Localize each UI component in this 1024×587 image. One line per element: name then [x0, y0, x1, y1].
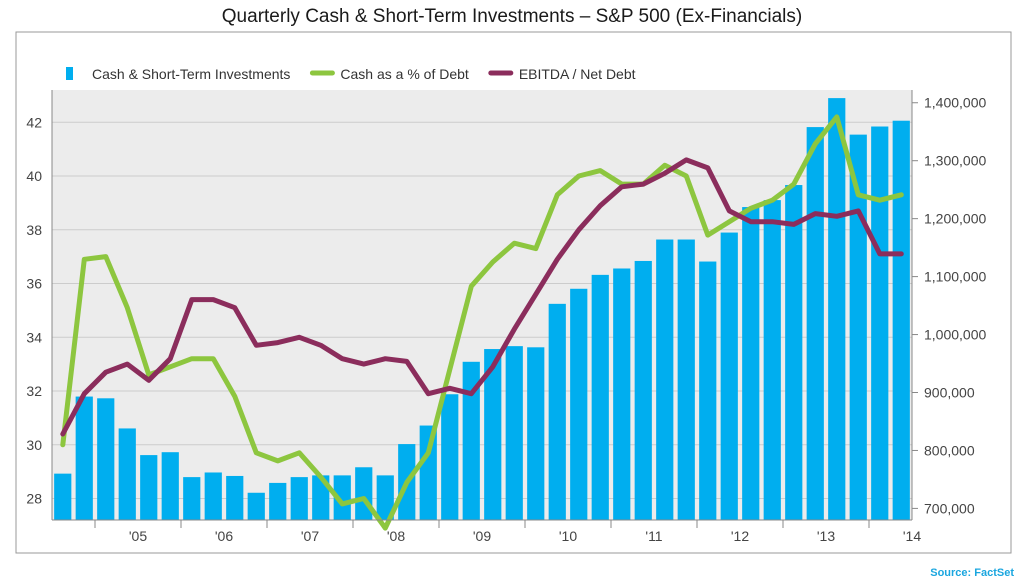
- legend: Cash & Short-Term Investments Cash as a %…: [66, 66, 636, 82]
- bar-cash-22: [527, 347, 545, 520]
- x-tick-label-0: '05: [129, 528, 147, 544]
- legend-label-0: Cash & Short-Term Investments: [92, 66, 290, 82]
- bar-cash-19: [462, 361, 480, 520]
- source-note: Source: FactSet: [930, 567, 1014, 579]
- x-tick-label-3: '08: [387, 528, 405, 544]
- line-cash-pct-debt: [60, 114, 904, 531]
- bar-cash-18: [441, 394, 459, 520]
- plot-background: [52, 90, 912, 520]
- bar-cash-3: [118, 428, 136, 520]
- left-tick-label-3: 34: [26, 329, 42, 345]
- bar-cash-28: [656, 239, 674, 520]
- bar-cash-1: [75, 396, 93, 520]
- bar-cash-0: [54, 473, 72, 520]
- x-tick-label-5: '10: [559, 528, 577, 544]
- bar-cash-14: [355, 467, 373, 520]
- bar-cash-34: [785, 185, 803, 520]
- bar-cash-4: [140, 455, 158, 520]
- bar-cash-30: [699, 261, 717, 520]
- right-tick-label-7: 1,400,000: [924, 95, 986, 111]
- bar-cash-5: [161, 452, 179, 520]
- right-tick-label-6: 1,300,000: [924, 153, 986, 169]
- left-tick-label-5: 38: [26, 222, 42, 238]
- x-tick-label-8: '13: [817, 528, 835, 544]
- legend-label-2: EBITDA / Net Debt: [519, 66, 636, 82]
- bar-cash-24: [570, 288, 588, 520]
- bar-cash-20: [484, 349, 502, 520]
- bar-cash-6: [183, 477, 201, 520]
- line-series: [60, 114, 904, 531]
- bar-cash-25: [591, 274, 609, 520]
- x-tick-label-2: '07: [301, 528, 319, 544]
- bar-cash-7: [204, 472, 222, 520]
- bar-cash-17: [419, 425, 437, 520]
- right-tick-label-1: 800,000: [924, 442, 975, 458]
- bar-cash-10: [269, 482, 287, 520]
- right-tick-label-4: 1,100,000: [924, 269, 986, 285]
- bar-cash-38: [871, 126, 889, 521]
- x-tick-label-1: '06: [215, 528, 233, 544]
- bar-cash-13: [333, 475, 351, 520]
- bar-cash-26: [613, 268, 631, 520]
- bar-cash-21: [505, 346, 523, 520]
- legend-label-1: Cash as a % of Debt: [340, 66, 469, 82]
- left-axis-ticks: 28 30 32 34 36 38 40 42: [26, 114, 42, 506]
- bar-cash-11: [290, 477, 308, 520]
- left-tick-label-6: 40: [26, 168, 42, 184]
- x-tick-label-7: '12: [731, 528, 749, 544]
- bar-cash-39: [892, 120, 910, 520]
- left-tick-label-7: 42: [26, 114, 42, 130]
- x-tick-label-4: '09: [473, 528, 491, 544]
- bar-cash-35: [806, 127, 824, 520]
- left-tick-label-1: 30: [26, 437, 42, 453]
- right-tick-label-5: 1,200,000: [924, 211, 986, 227]
- right-tick-label-3: 1,000,000: [924, 327, 986, 343]
- left-tick-label-4: 36: [26, 276, 42, 292]
- bar-cash-33: [763, 200, 781, 520]
- legend-swatch-cash: [66, 67, 73, 80]
- x-tick-label-6: '11: [645, 528, 662, 544]
- bar-cash-32: [742, 207, 760, 520]
- bar-cash-15: [376, 475, 394, 520]
- right-axis-ticks: 700,000 800,000 900,000 1,000,000 1,100,000 1…: [912, 95, 986, 516]
- bar-cash-29: [677, 239, 695, 520]
- bar-cash-9: [247, 492, 265, 520]
- bar-cash-12: [312, 475, 330, 520]
- left-tick-label-0: 28: [26, 491, 42, 507]
- bar-cash-37: [849, 134, 867, 521]
- bar-cash-27: [634, 260, 652, 520]
- bar-cash-23: [548, 303, 566, 520]
- left-tick-label-2: 32: [26, 383, 42, 399]
- bar-cash-36: [828, 98, 846, 520]
- line-ebitda-net-debt: [60, 157, 904, 437]
- x-axis-ticks: '05 '06 '07 '08 '09 '10 '11 '12 '13 '14: [94, 520, 921, 544]
- right-tick-label-2: 900,000: [924, 385, 975, 401]
- right-tick-label-0: 700,000: [924, 500, 975, 516]
- chart-title: Quarterly Cash & Short-Term Investments …: [221, 6, 803, 27]
- bar-cash-31: [720, 232, 738, 520]
- bar-cash-2: [97, 398, 115, 520]
- bar-cash-8: [226, 475, 244, 520]
- x-tick-label-9: '14: [903, 528, 921, 544]
